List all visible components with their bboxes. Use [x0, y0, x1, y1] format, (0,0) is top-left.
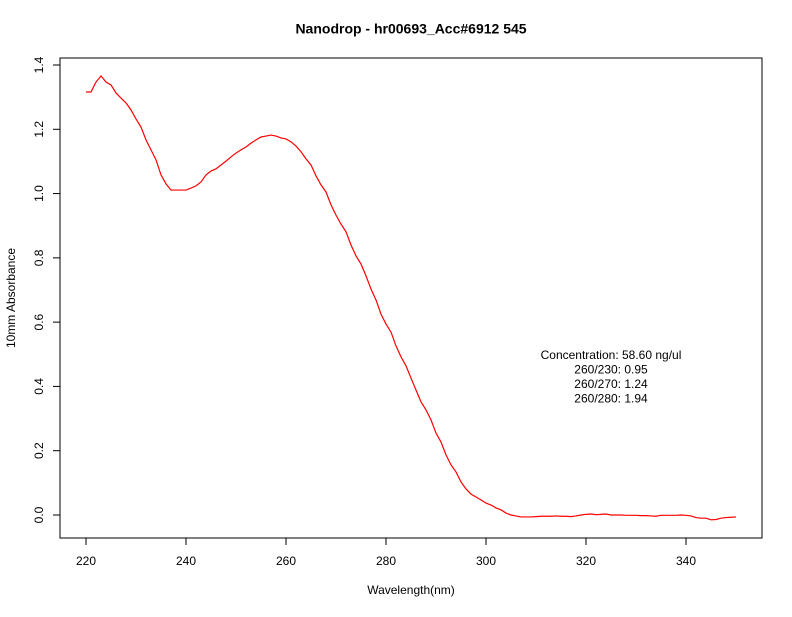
y-tick-label: 1.2	[32, 121, 46, 138]
y-tick-label: 0.2	[32, 442, 46, 459]
y-tick-label: 0.8	[32, 249, 46, 266]
plot-frame	[59, 57, 763, 539]
x-tick-label: 300	[476, 554, 496, 568]
x-tick-label: 260	[276, 554, 296, 568]
y-axis-label: 10mm Absorbance	[4, 248, 18, 348]
x-tick-label: 220	[76, 554, 96, 568]
annotation: 260/280: 1.94	[574, 392, 648, 406]
y-tick-label: 1.4	[32, 56, 46, 73]
x-tick-label: 340	[676, 554, 696, 568]
x-tick-label: 280	[376, 554, 396, 568]
y-tick-label: 0.6	[32, 313, 46, 330]
x-tick-label: 320	[576, 554, 596, 568]
annotation: 260/230: 0.95	[574, 363, 648, 377]
annotation: 260/270: 1.24	[574, 377, 648, 391]
y-tick-label: 0.4	[32, 378, 46, 395]
y-tick-label: 0.0	[32, 506, 46, 523]
x-tick-label: 240	[176, 554, 196, 568]
spectrum-line	[86, 74, 737, 521]
chart-title: Nanodrop - hr00693_Acc#6912 545	[295, 21, 526, 37]
y-tick-label: 1.0	[32, 185, 46, 202]
x-axis-label: Wavelength(nm)	[367, 583, 455, 597]
annotation: Concentration: 58.60 ng/ul	[541, 348, 682, 362]
